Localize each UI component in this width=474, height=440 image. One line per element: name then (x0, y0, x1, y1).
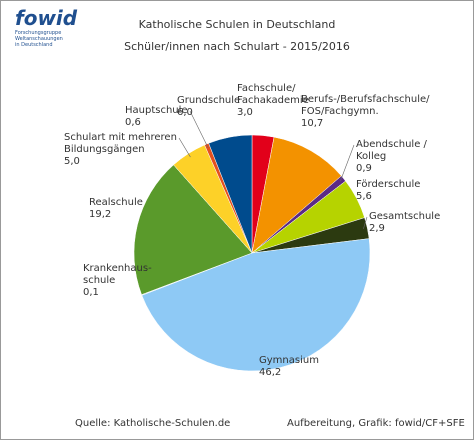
value-label: 2,9 (369, 223, 385, 234)
value-label: 5,6 (356, 191, 372, 202)
value-label: 0,9 (356, 163, 372, 174)
logo-subtitle: Forschungsgruppe Weltanschauungen in Deu… (15, 30, 63, 48)
slice-label: Förderschule (356, 179, 421, 190)
slice-label: Gesamtschule (369, 211, 441, 222)
value-label: 5,0 (64, 156, 80, 167)
leader-line (340, 144, 355, 182)
credit: Aufbereitung, Grafik: fowid/CF+SFE (287, 418, 465, 429)
pie-slice (133, 164, 253, 295)
slice-label: Fachschule/ Fachakademie (237, 83, 309, 106)
value-label: 46,2 (259, 367, 282, 378)
slice-label: Hauptschule (125, 105, 188, 116)
value-label: 0,6 (125, 117, 141, 128)
logo: fowid (15, 6, 78, 30)
slice-label: Grundschule (177, 95, 241, 106)
leader-line (178, 137, 191, 158)
value-label: 6,0 (177, 107, 193, 118)
slice-label: Krankenhaus- schule (83, 263, 152, 286)
leader-line (189, 110, 209, 148)
value-label: 19,2 (89, 209, 112, 220)
slice-label: Abendschule / Kolleg (356, 139, 427, 162)
chart-title: Katholische Schulen in Deutschland (138, 18, 336, 31)
leader-line (363, 216, 368, 229)
pie-slice (251, 136, 342, 254)
value-label: 10,7 (301, 118, 324, 129)
slice-label: Berufs-/Berufsfachschule/ FOS/Fachgymn. (301, 94, 430, 117)
slice-label: Realschule (89, 197, 143, 208)
value-label: 0,1 (83, 287, 99, 298)
slice-label: Gymnasium (259, 355, 319, 366)
slice-label: Schulart mit mehreren Bildungsgängen (64, 132, 177, 155)
source: Quelle: Katholische-Schulen.de (75, 418, 231, 429)
pie-slice (208, 134, 253, 254)
pie-slice (141, 238, 371, 372)
chart-subtitle: Schüler/innen nach Schulart - 2015/2016 (124, 40, 350, 53)
value-label: 3,0 (237, 107, 253, 118)
